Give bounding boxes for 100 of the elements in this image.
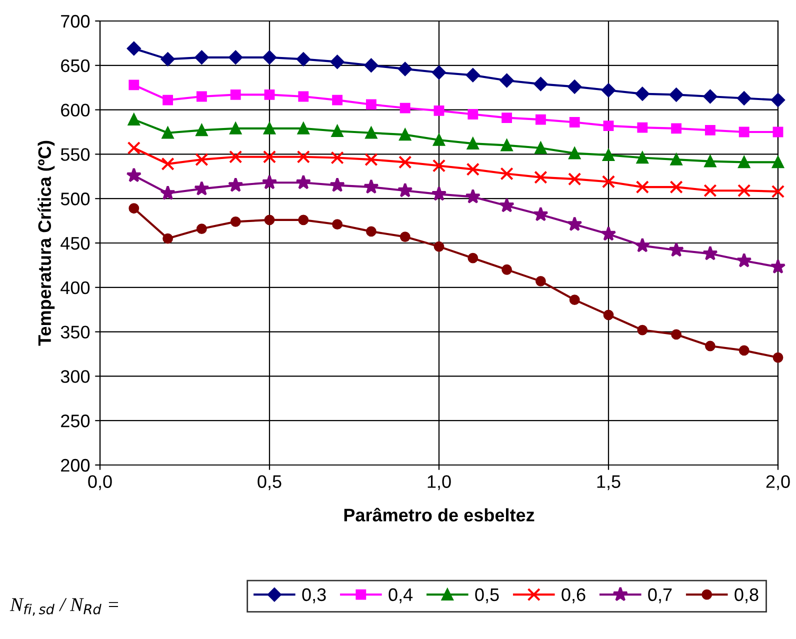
point [569,117,580,128]
point [534,170,548,184]
y-tick-label: 350 [60,326,90,339]
point [600,226,616,241]
point [162,126,174,139]
point [365,126,378,139]
point [160,185,176,200]
point [465,188,481,204]
point [264,89,275,100]
point [297,122,310,134]
point [568,172,582,186]
point [264,122,276,134]
point [500,139,513,152]
point [669,88,684,102]
point [500,74,514,88]
point [535,114,546,125]
point [704,184,717,198]
point [634,238,650,252]
point [637,324,648,336]
point [500,167,514,180]
point [196,91,207,102]
point [704,125,716,136]
point [568,80,582,94]
point [194,50,209,64]
point [670,154,682,166]
point [772,126,784,138]
point [262,174,278,190]
point [330,151,344,164]
legend-label: 0,5 [475,588,499,604]
point [466,138,479,150]
y-tick-label: 550 [60,148,90,161]
point [602,175,616,188]
y-tick-label: 300 [60,370,90,383]
point [535,276,546,286]
point [466,68,480,82]
legend-label: 0,3 [302,588,326,604]
x-tick-label: 0,5 [258,475,282,490]
point [668,242,684,257]
point [636,180,649,194]
point [160,52,175,66]
point [736,252,752,268]
point [296,52,310,66]
point [671,329,682,340]
point [127,141,140,155]
point [671,123,682,134]
point [468,109,478,120]
legend-label: 0,6 [562,588,586,604]
point [738,184,751,198]
point [397,182,413,198]
point [364,58,378,72]
legend-label: 0,8 [734,588,758,604]
point [534,77,548,91]
point [738,156,750,168]
point [398,62,412,76]
point [502,264,512,275]
y-tick-label: 650 [61,59,90,72]
x-tick-label: 1,0 [428,475,451,490]
point [499,198,514,212]
point [364,179,379,194]
point [635,86,650,101]
point [534,142,547,154]
point [162,233,174,244]
point [704,340,716,352]
y-tick-label: 200 [61,458,90,472]
point [637,122,648,133]
point [772,352,784,363]
point [466,162,480,176]
x-tick-label: 1,5 [597,475,620,490]
point [330,54,344,69]
point [161,157,174,171]
legend-label: 0,7 [648,588,672,604]
point [566,216,582,232]
x-tick-label: 0,0 [88,475,112,490]
point [331,125,344,138]
point [195,152,208,166]
point [603,310,614,320]
point [366,226,376,237]
y-tick-label: 450 [60,236,90,250]
point [264,214,275,226]
point [399,128,412,141]
point [398,156,412,169]
point [196,124,208,136]
point [703,90,718,104]
point [230,89,241,100]
point [432,66,446,80]
point [228,50,243,64]
point [128,203,140,214]
point [704,155,716,168]
point [602,83,616,98]
point [737,91,752,106]
point [330,177,345,192]
point [230,122,242,134]
point [772,156,784,168]
point [262,50,276,64]
point [128,80,140,90]
point [533,206,548,222]
point [771,93,785,107]
point [431,186,447,201]
point [162,94,174,106]
point [433,134,445,146]
